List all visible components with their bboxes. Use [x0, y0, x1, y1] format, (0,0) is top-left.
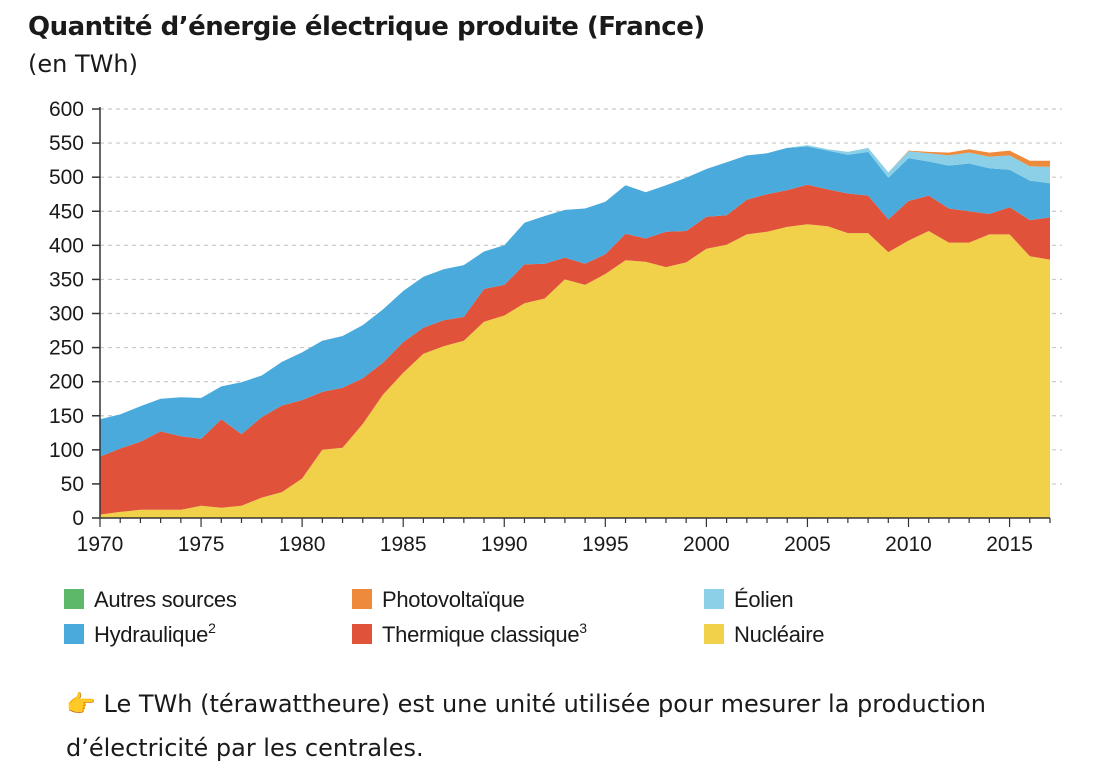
x-tick-label: 1995 [582, 533, 629, 556]
y-tick-label: 0 [72, 507, 84, 530]
legend-swatch [64, 624, 84, 644]
legend-label: Autres sources [94, 587, 237, 612]
y-tick-label: 450 [49, 200, 84, 223]
legend-swatch [64, 589, 84, 609]
x-axis-ticks: 1970 1975 1980 1985 1990 1995 2000 2005 2010 2015 [77, 518, 1051, 556]
y-tick-label: 300 [49, 303, 84, 326]
y-axis-ticks: 0 50 100 150 200 250 300 350 400 450 500 550 600 [49, 98, 100, 530]
legend-label: Thermique classique3 [382, 620, 587, 647]
y-tick-label: 100 [49, 439, 84, 462]
x-tick-label: 2000 [683, 533, 730, 556]
chart-title: Quantité d’énergie électrique produite (… [28, 12, 705, 42]
legend-swatch [704, 589, 724, 609]
legend-swatch [704, 624, 724, 644]
x-tick-label: 1985 [380, 533, 427, 556]
y-tick-label: 550 [49, 132, 84, 155]
x-tick-label: 1990 [481, 533, 528, 556]
legend-label: Hydraulique2 [94, 620, 216, 647]
footnote-text: Le TWh (térawattheure) est une unité uti… [66, 690, 986, 762]
y-tick-label: 150 [49, 405, 84, 428]
pointing-hand-icon: 👉 [66, 690, 96, 718]
x-tick-label: 2005 [784, 533, 831, 556]
legend-swatch [352, 589, 372, 609]
legend: Autres sources Photovoltaïque Éolien Hydrau… [64, 587, 825, 647]
y-tick-label: 400 [49, 234, 84, 257]
stacked-area-chart: 0 50 100 150 200 250 300 350 400 450 500 550 600 197… [49, 98, 1062, 647]
y-tick-label: 600 [49, 98, 84, 121]
legend-label: Éolien [734, 587, 793, 612]
y-tick-label: 250 [49, 337, 84, 360]
x-tick-label: 1970 [77, 533, 124, 556]
y-tick-label: 50 [61, 473, 84, 496]
area-hydraulique [100, 146, 1050, 457]
x-tick-label: 1975 [178, 533, 225, 556]
area-thermique-classique [100, 184, 1050, 515]
x-tick-label: 2010 [885, 533, 932, 556]
x-tick-label: 2015 [986, 533, 1033, 556]
area-layers [100, 145, 1050, 518]
y-tick-label: 350 [49, 268, 84, 291]
legend-label: Photovoltaïque [382, 587, 525, 612]
footnote: 👉 Le TWh (térawattheure) est une unité u… [66, 682, 1076, 770]
chart-subtitle: (en TWh) [28, 50, 138, 78]
y-tick-label: 500 [49, 166, 84, 189]
legend-swatch [352, 624, 372, 644]
area-nucleaire [100, 224, 1050, 518]
x-tick-label: 1980 [279, 533, 326, 556]
y-tick-label: 200 [49, 371, 84, 394]
legend-label: Nucléaire [734, 622, 824, 647]
